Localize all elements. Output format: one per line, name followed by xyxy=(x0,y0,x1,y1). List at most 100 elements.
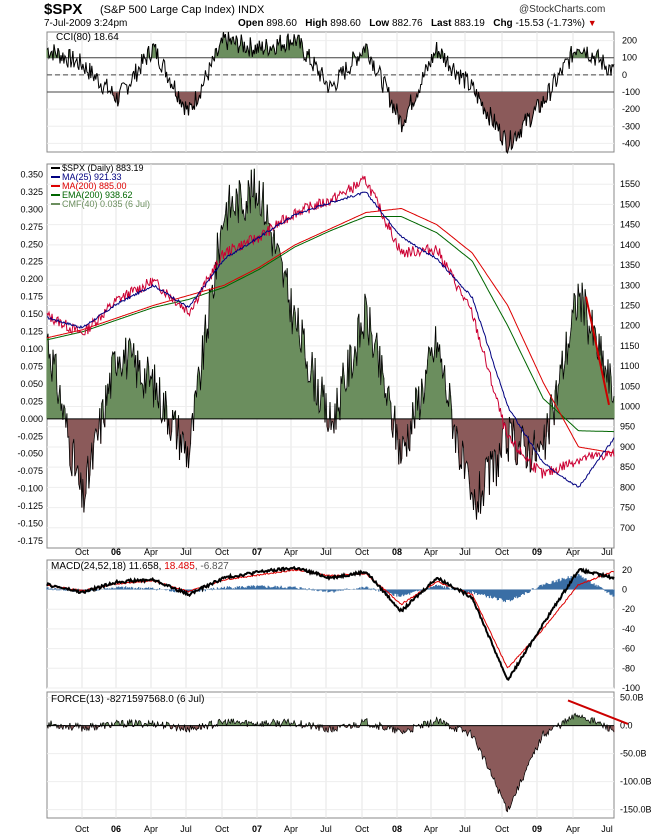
price-ytick-label: 850 xyxy=(620,462,635,472)
force-ytick-label: 0.0 xyxy=(620,721,633,731)
price-ytick-label: 950 xyxy=(620,422,635,432)
last-label: Last xyxy=(430,18,452,29)
time-axis-label: Oct xyxy=(495,547,510,557)
cmf-ytick-label: -0.075 xyxy=(17,466,43,476)
force-legend: FORCE(13) -8271597568.0 (6 Jul) xyxy=(51,694,204,705)
time-axis-label: Apr xyxy=(566,824,580,834)
price-legend-entry: EMA(200) 938.62 xyxy=(62,190,133,200)
price-ytick-label: 1050 xyxy=(620,381,640,391)
time-axis-label: Apr xyxy=(284,824,298,834)
price-frame xyxy=(46,163,615,549)
time-axis-label: Jul xyxy=(601,547,613,557)
low-label: Low xyxy=(369,18,390,29)
macd-legend-main: MACD(24,52,18) 11.658, xyxy=(51,561,164,572)
open-label: Open xyxy=(238,18,264,29)
time-axis-label: Oct xyxy=(75,547,90,557)
cmf-ytick-label: 0.100 xyxy=(20,344,43,354)
time-axis-label: Jul xyxy=(320,824,332,834)
cmf-ytick-label: 0.250 xyxy=(20,239,43,249)
time-axis-label: Jul xyxy=(459,824,471,834)
quote-line: Open 898.60 High 898.60 Low 882.76 Last … xyxy=(238,18,597,29)
time-axis-label: Jul xyxy=(320,547,332,557)
macd-ytick-label: -20 xyxy=(622,604,635,614)
quote-date: 7-Jul-2009 3:24pm xyxy=(44,18,128,29)
price-ytick-label: 1200 xyxy=(620,321,640,331)
time-axis-label: Jul xyxy=(601,824,613,834)
cmf-ytick-label: 0.325 xyxy=(20,187,43,197)
time-axis-label: Oct xyxy=(495,824,510,834)
symbol-description: (S&P 500 Large Cap Index) INDX xyxy=(100,4,265,16)
low-value: 882.76 xyxy=(392,18,423,29)
force-ytick-label: 50.0B xyxy=(620,693,644,703)
cmf-ytick-label: -0.150 xyxy=(17,519,43,529)
price-ytick-label: 1100 xyxy=(620,361,639,371)
cmf-ytick-label: 0.225 xyxy=(20,257,43,267)
macd-legend-histogram: , -6.827 xyxy=(195,561,229,572)
cmf-ytick-label: -0.050 xyxy=(17,449,43,459)
price-ytick-label: 900 xyxy=(620,442,635,452)
cmf-ytick-label: 0.200 xyxy=(20,274,43,284)
cmf-ytick-label: 0.275 xyxy=(20,222,43,232)
symbol-title: $SPX xyxy=(44,1,83,18)
time-axis-label: Apr xyxy=(424,547,438,557)
time-axis-label: Oct xyxy=(215,547,230,557)
chart-header: $SPX (S&P 500 Large Cap Index) INDX @Sto… xyxy=(0,0,670,32)
price-ytick-label: 1000 xyxy=(620,402,640,412)
macd-ytick-label: -80 xyxy=(622,663,635,673)
price-ytick-label: 700 xyxy=(620,523,635,533)
price-ytick-label: 800 xyxy=(620,482,635,492)
ma25-line xyxy=(46,191,615,488)
price-ytick-label: 750 xyxy=(620,503,635,513)
cci-ytick-label: -300 xyxy=(622,121,640,131)
cmf-ytick-label: 0.175 xyxy=(20,292,43,302)
price-ytick-label: 1550 xyxy=(620,179,640,189)
time-axis-label: Apr xyxy=(566,547,580,557)
force-line xyxy=(46,712,615,813)
cmf-ytick-label: -0.100 xyxy=(17,484,43,494)
high-label: High xyxy=(305,18,328,29)
cmf-ytick-label: -0.175 xyxy=(17,536,43,546)
brand-logo[interactable]: @StockCharts.com xyxy=(519,4,606,15)
time-axis-label: 06 xyxy=(111,824,121,834)
time-axis-label: 09 xyxy=(532,824,542,834)
cci-line xyxy=(46,31,615,155)
macd-line xyxy=(46,565,615,681)
time-axis-label: 09 xyxy=(532,547,542,557)
time-axis-label: Apr xyxy=(424,824,438,834)
time-axis-label: Jul xyxy=(180,824,192,834)
cmf-ytick-label: 0.150 xyxy=(20,309,43,319)
macd-legend: MACD(24,52,18) 11.658, 18.485, -6.827 xyxy=(51,561,229,572)
price-legend-entry: MA(200) 885.00 xyxy=(62,181,127,191)
chg-value: -15.53 (-1.73%) xyxy=(515,18,585,29)
cmf-ytick-label: 0.025 xyxy=(20,396,43,406)
price-ytick-label: 1400 xyxy=(620,240,640,250)
cci-ytick-label: 0 xyxy=(622,70,627,80)
macd-ytick-label: -60 xyxy=(622,644,635,654)
macd-legend-signal: 18.485 xyxy=(164,561,195,572)
time-axis-label: Oct xyxy=(355,547,370,557)
price-legend-entry: MA(25) 921.33 xyxy=(62,172,122,182)
cci-ytick-label: -100 xyxy=(622,87,640,97)
cci-ytick-label: 100 xyxy=(622,53,637,63)
cmf-ytick-label: 0.300 xyxy=(20,204,43,214)
cmf-ytick-label: -0.025 xyxy=(17,431,43,441)
force-ytick-label: -50.0B xyxy=(620,749,647,759)
macd-ytick-label: 0 xyxy=(622,585,627,595)
time-axis-label: Apr xyxy=(284,547,298,557)
cmf-ytick-label: 0.350 xyxy=(20,169,43,179)
time-axis-label: Jul xyxy=(180,547,192,557)
cmf-trendline xyxy=(585,296,610,406)
cmf-ytick-label: -0.125 xyxy=(17,501,43,511)
cmf-ytick-label: 0.125 xyxy=(20,327,43,337)
cci-legend: CCI(80) 18.64 xyxy=(56,32,119,43)
macd-ytick-label: 20 xyxy=(622,565,632,575)
force-ytick-label: -100.0B xyxy=(620,777,652,787)
high-value: 898.60 xyxy=(330,18,361,29)
time-axis-label: 07 xyxy=(252,824,262,834)
macd-ytick-label: -40 xyxy=(622,624,635,634)
price-legend-entry: CMF(40) 0.035 (6 Jul) xyxy=(62,199,150,209)
price-ytick-label: 1250 xyxy=(620,300,640,310)
time-axis-label: 06 xyxy=(111,547,121,557)
force-trendline xyxy=(567,699,629,725)
